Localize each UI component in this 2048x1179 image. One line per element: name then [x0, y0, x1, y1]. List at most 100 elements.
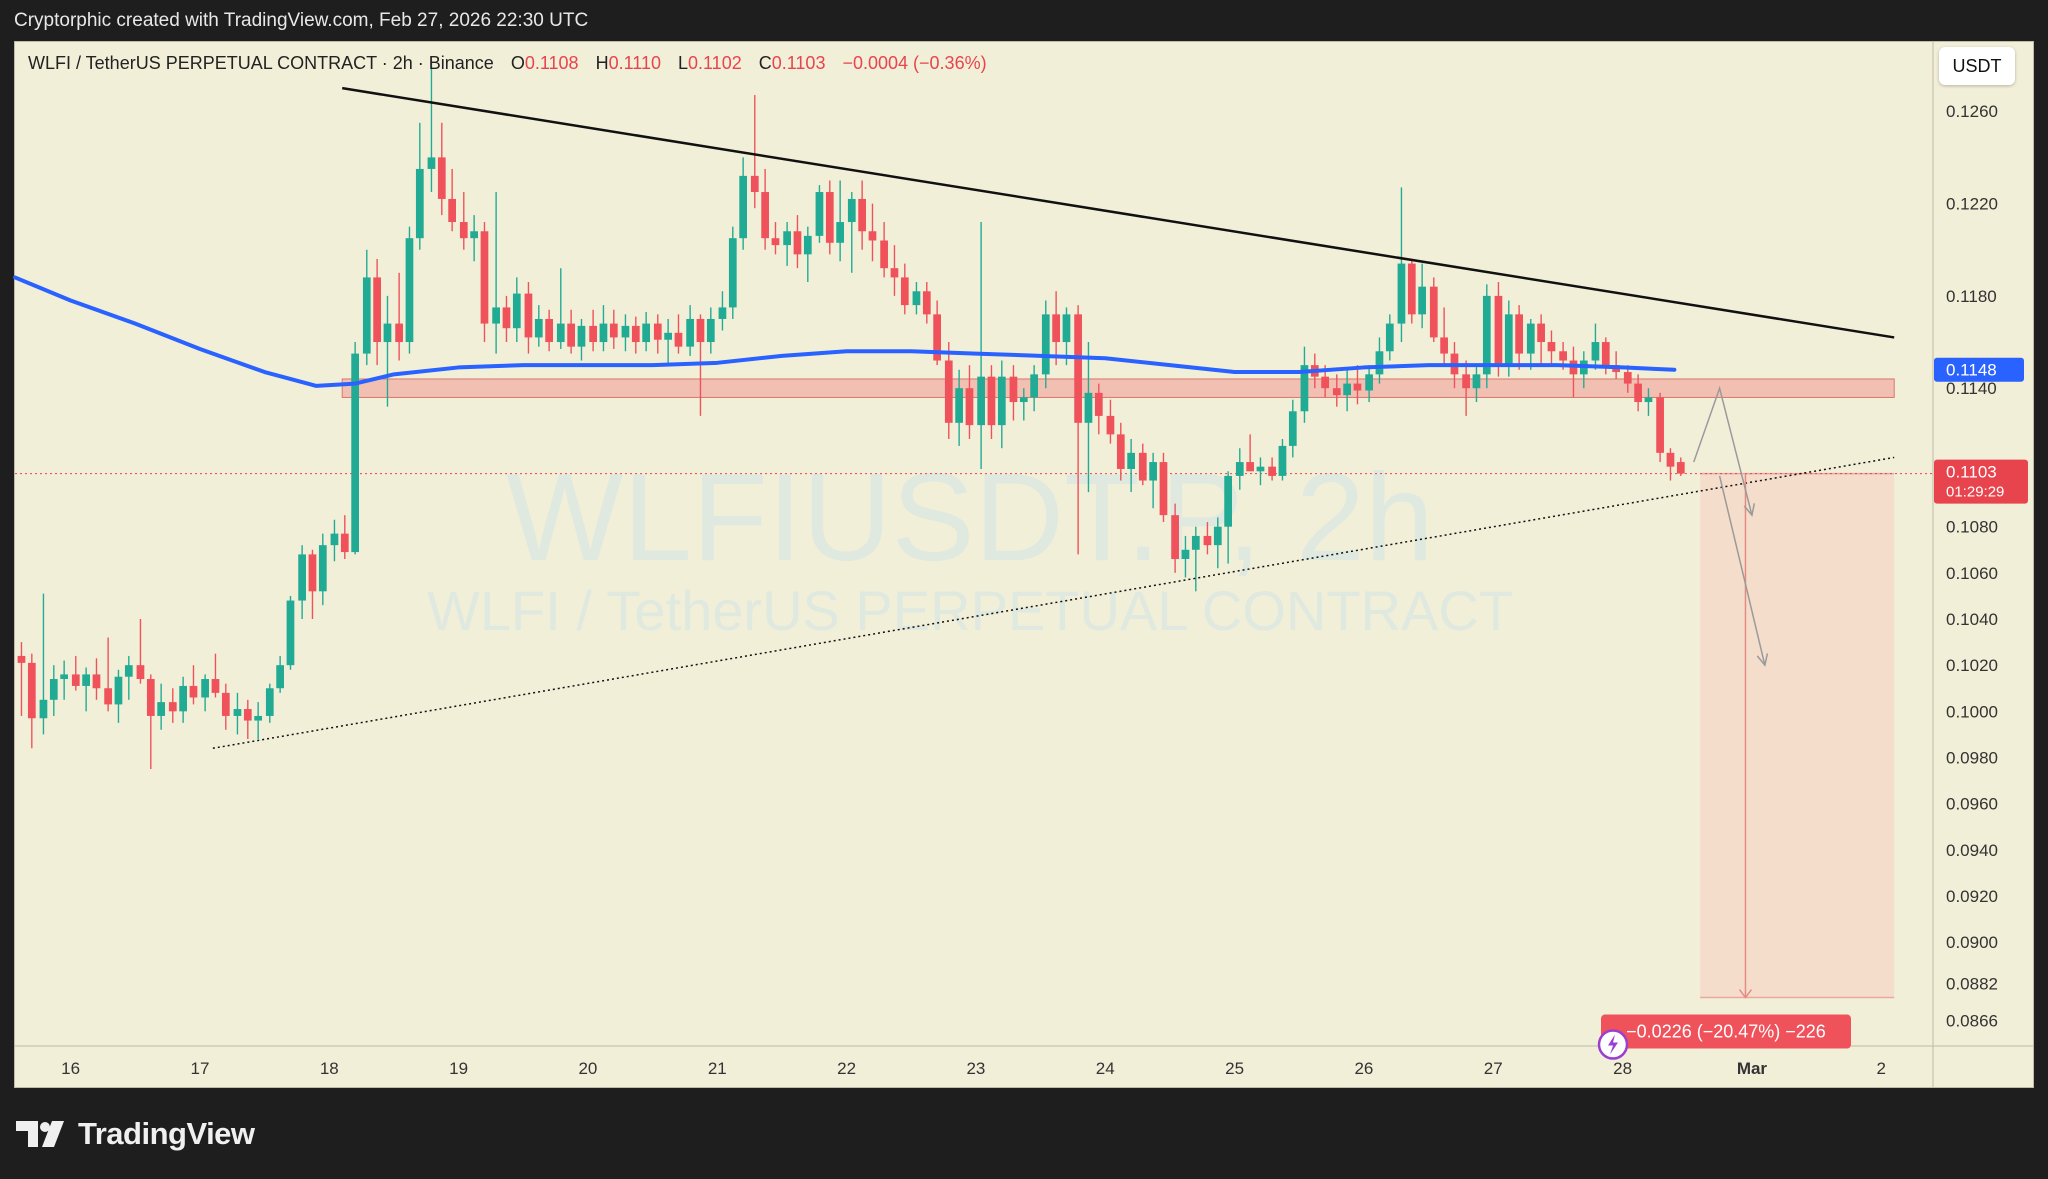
projection-arrow-head: [1738, 989, 1753, 999]
candle-down: [524, 293, 533, 338]
support-trendline: [212, 456, 1895, 750]
candle-up: [330, 533, 339, 546]
candle-down: [1407, 263, 1416, 315]
candle-down: [27, 662, 36, 719]
candle-up: [405, 238, 414, 343]
tradingview-logo[interactable]: TradingView: [16, 1116, 255, 1152]
candle-up: [60, 674, 69, 680]
time-tick-label: 28: [1613, 1059, 1632, 1078]
symbol-legend: WLFI / TetherUS PERPETUAL CONTRACT · 2h …: [28, 53, 987, 74]
candle-up: [1181, 549, 1190, 560]
time-tick-label: 16: [61, 1059, 80, 1078]
time-tick-label: 20: [578, 1059, 597, 1078]
last-price-value: 0.1103: [1946, 463, 1997, 482]
candle-up: [621, 325, 630, 338]
time-tick-label: 2: [1877, 1059, 1886, 1078]
price-tick-label: 0.1140: [1946, 379, 1997, 398]
candle-up: [1591, 342, 1600, 361]
candle-up: [201, 679, 209, 698]
candle-up: [1256, 466, 1265, 472]
candle-up: [512, 293, 521, 329]
candle-down: [1332, 388, 1341, 396]
time-tick-label: 23: [966, 1059, 985, 1078]
candle-up: [1365, 374, 1373, 391]
candle-up: [1278, 445, 1287, 476]
candle-down: [502, 307, 511, 329]
candle-down: [880, 240, 888, 269]
candle-up: [577, 325, 586, 347]
candle-down: [674, 332, 683, 347]
time-tick-label: 19: [449, 1059, 468, 1078]
candle-down: [437, 157, 446, 199]
candle-up: [836, 222, 845, 243]
candle-up: [686, 318, 694, 347]
candle-down: [965, 388, 974, 426]
candle-up: [49, 679, 58, 700]
candle-down: [545, 318, 554, 343]
candle-down: [1138, 452, 1147, 481]
candle-down: [1547, 342, 1556, 352]
candle-down: [480, 231, 489, 324]
candle-up: [1482, 295, 1491, 375]
candle-up: [1019, 397, 1028, 403]
candle-down: [17, 655, 26, 663]
candle-up: [470, 231, 478, 239]
candle-down: [243, 709, 252, 721]
time-tick-label: 25: [1225, 1059, 1244, 1078]
candle-down: [104, 688, 112, 705]
path-arrow-head: [1743, 503, 1756, 517]
currency-unit-button[interactable]: USDT: [1939, 47, 2015, 85]
ohlc-high: H0.1110: [595, 53, 661, 73]
time-tick-label: 24: [1096, 1059, 1115, 1078]
price-tick-label: 0.0940: [1946, 841, 1998, 860]
chart-panel[interactable]: [14, 41, 2034, 1088]
last-price-tag: [1934, 459, 2028, 504]
candle-up: [1084, 392, 1093, 423]
resistance-trendline: [342, 86, 1895, 339]
candle-up: [1030, 374, 1039, 398]
candle-down: [944, 360, 953, 423]
symbol-title[interactable]: WLFI / TetherUS PERPETUAL CONTRACT · 2h …: [28, 53, 494, 73]
price-tick-label: 0.1060: [1946, 564, 1998, 583]
axes: 0.1260 0.1220 0.1180 0.1140 0.1080 0.1060 0.10…: [15, 42, 2033, 1087]
candle-up: [233, 709, 242, 716]
candle-down: [771, 238, 780, 246]
candle-down: [1321, 376, 1330, 389]
price-tick-label: 0.0882: [1946, 975, 1998, 994]
candle-down: [1601, 342, 1610, 366]
candle-down: [211, 679, 220, 693]
candle-up: [955, 388, 963, 423]
price-tick-label: 0.0920: [1946, 887, 1998, 906]
brand-name: TradingView: [78, 1116, 255, 1151]
candle-up: [642, 323, 651, 343]
ohlc-open: O0.1108: [510, 53, 579, 73]
candle-down: [1429, 286, 1438, 338]
candle-down: [609, 323, 618, 338]
price-tick-label: 0.1040: [1946, 610, 1998, 629]
price-tick-label: 0.1220: [1946, 195, 1998, 214]
candle-down: [71, 674, 80, 686]
candle-up: [1235, 462, 1244, 476]
candle-up: [427, 157, 436, 169]
price-tick-label: 0.1020: [1946, 656, 1998, 675]
price-tick-label: 0.1260: [1946, 102, 1998, 121]
candle-down: [189, 685, 198, 698]
candle-down: [1559, 351, 1567, 361]
candle-down: [1666, 452, 1675, 467]
candle-up: [728, 238, 737, 308]
candle-down: [1515, 314, 1524, 354]
candle-up: [977, 376, 985, 426]
ma-price-tag: [1934, 357, 2024, 382]
candle-down: [1203, 535, 1212, 546]
time-tick-label: 22: [837, 1059, 856, 1078]
chart-caption: Cryptorphic created with TradingView.com…: [14, 10, 589, 31]
candle-up: [1526, 323, 1535, 354]
candle-down: [1494, 295, 1503, 366]
lightning-icon-bolt: [1608, 1034, 1618, 1055]
price-tick-label: 0.1080: [1946, 518, 1998, 537]
short-position-target-box: [1700, 473, 1895, 998]
candle-up: [124, 665, 133, 677]
candle-up: [783, 231, 791, 246]
candle-up: [1224, 475, 1233, 527]
